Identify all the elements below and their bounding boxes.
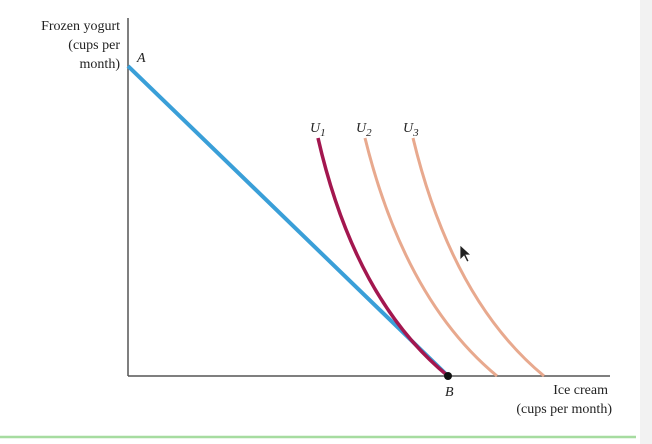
curve-label: U2 bbox=[356, 121, 372, 139]
x-axis-label: (cups per month) bbox=[516, 402, 612, 417]
right-edge bbox=[640, 0, 652, 444]
point-label: B bbox=[445, 385, 454, 400]
y-axis-label: month) bbox=[80, 57, 121, 72]
indifference-curve-u1 bbox=[316, 137, 450, 378]
curve-label: U3 bbox=[403, 121, 419, 139]
mouse-cursor bbox=[459, 244, 473, 263]
indifference-curve-u2 bbox=[363, 137, 498, 378]
indifference-curve-u3 bbox=[411, 137, 545, 378]
y-axis-label: (cups per bbox=[68, 38, 120, 53]
y-axis-label: Frozen yogurt bbox=[41, 19, 120, 34]
point-label: A bbox=[136, 51, 146, 66]
curve-label: U1 bbox=[310, 121, 326, 139]
budget-line bbox=[126, 64, 450, 378]
x-axis-label: Ice cream bbox=[553, 383, 608, 398]
point-b bbox=[444, 372, 452, 380]
